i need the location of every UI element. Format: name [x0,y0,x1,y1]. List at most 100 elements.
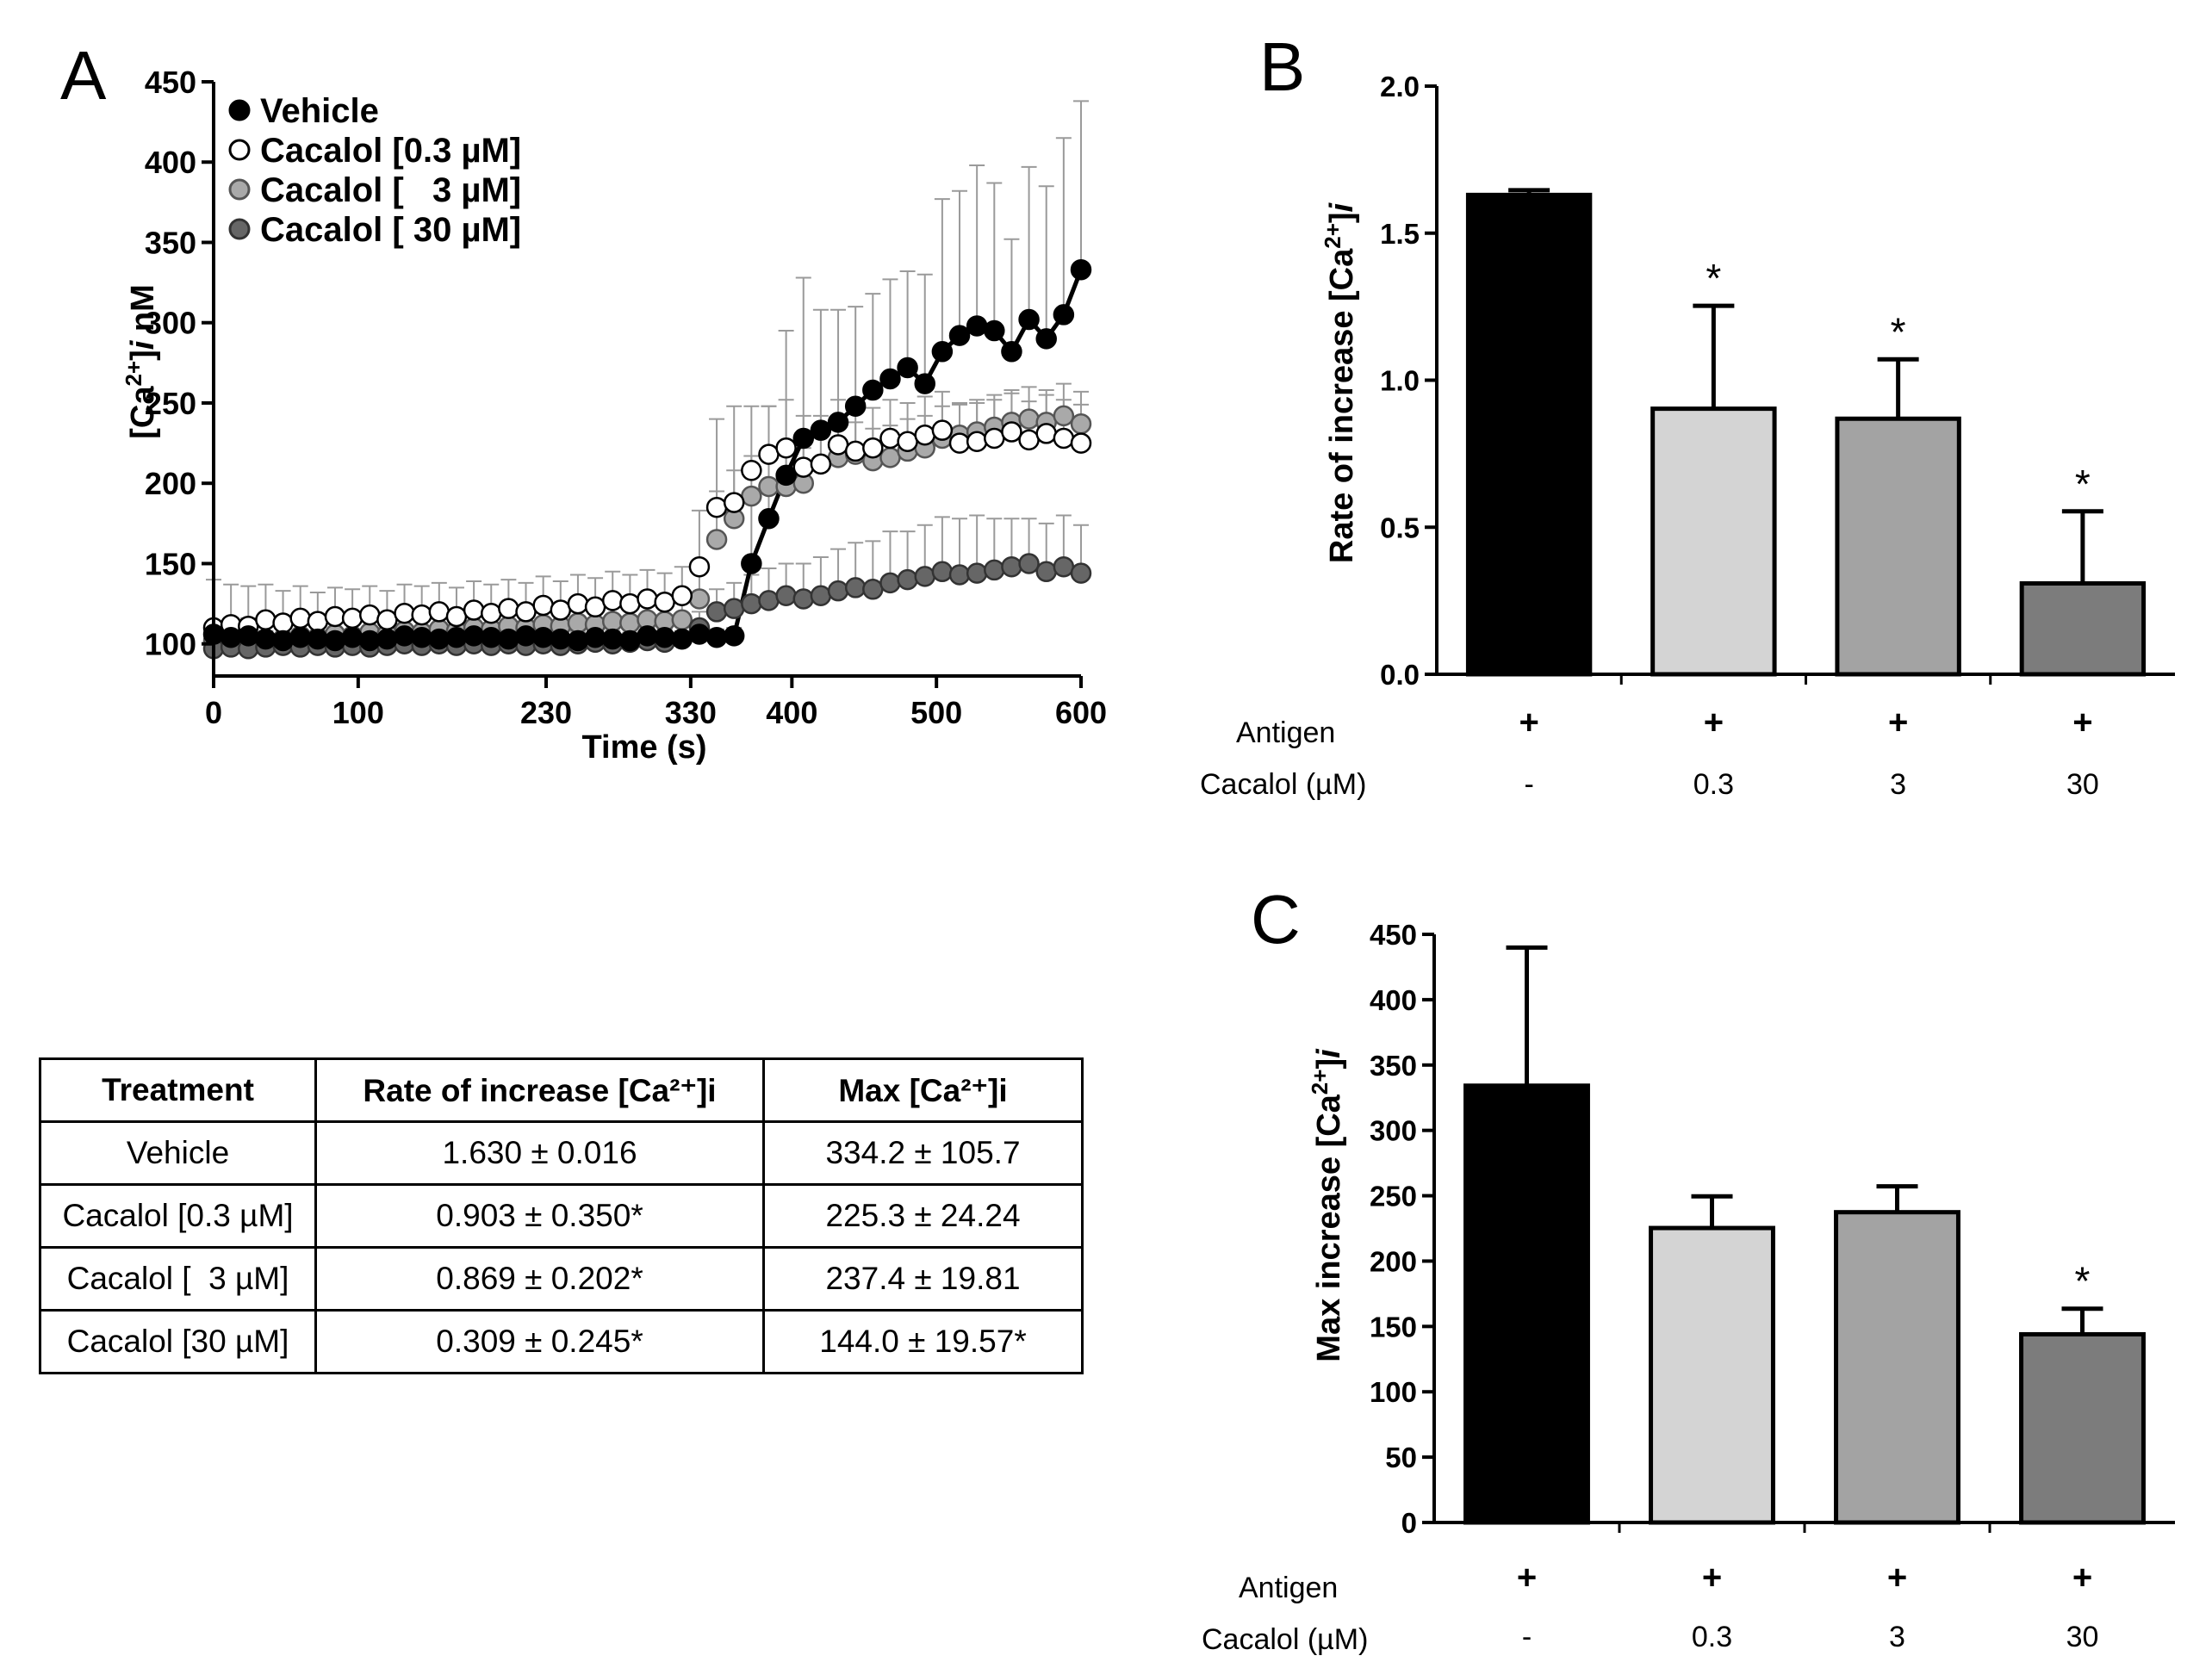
antigen-value: + [1517,1559,1537,1597]
chart-a-point [1053,555,1075,578]
chart-b: * * * 0.0 0.5 1.0 1.5 2.0 Rate of increase [Ca… [1200,71,2175,801]
chart-a-point [584,626,606,648]
chart-a-point [619,612,641,634]
bar-y-tick-label: 2.0 [1380,71,1420,102]
chart-a-point [272,629,294,652]
chart-a-point [341,607,363,629]
cacalol-value: - [1524,768,1533,801]
chart-a-point [844,577,867,598]
bar-y-tick-label: 200 [1370,1245,1417,1277]
chart-a-point [463,599,485,621]
chart-a-point [1001,341,1022,363]
chart-a-point [307,611,329,632]
table-cell: Cacalol [ 3 µM] [39,1246,317,1312]
chart-a-point [1035,561,1057,583]
table-header-rate: Rate of increase [Ca²⁺]i [314,1057,765,1123]
chart-a-point [480,603,502,624]
chart-c: * 0 50 100 150 200 250 300 350 400 450 Max increa… [1202,919,2175,1656]
chart-a-x-label: Time (s) [581,729,706,766]
significance-star: * [1706,256,1721,301]
chart-a-point [723,598,745,619]
chart-a-point [810,453,832,475]
chart-a-point [515,601,537,623]
bar-y-tick-label: 450 [1370,919,1417,951]
chart-a-point [255,628,276,650]
chart-a-point [428,628,450,650]
chart-a-point [428,601,450,623]
antigen-value: + [1519,704,1538,741]
cacalol-value: 3 [1889,1621,1905,1653]
chart-a-point [827,434,849,456]
chart-a-point [931,419,954,441]
table-header-max: Max [Ca²⁺]i [762,1057,1084,1123]
chart-a-point [584,596,606,618]
chart-a-point [637,625,658,647]
cacalol-value: 30 [2066,768,2099,801]
chart-a-point [671,609,693,630]
chart-a-point [705,529,728,550]
cacalol-value: 30 [2066,1621,2099,1653]
bar-y-tick-label: 250 [1370,1181,1417,1212]
chart-a-point [688,588,711,610]
chart-c-row-antigen-label: Antigen [1239,1572,1338,1604]
bar [1650,406,1777,677]
chart-a-y-tick-label: 150 [145,546,196,581]
chart-a-point [411,604,432,626]
chart-a-point [289,626,311,648]
chart-c-row-values: + - +0.3 +3 +30 [1517,1559,2099,1653]
chart-a-point [324,605,346,628]
antigen-value: + [1702,1559,1722,1597]
cacalol-value: 3 [1890,768,1906,801]
antigen-value: + [1888,704,1908,741]
chart-b-y-label: Rate of increase [Ca2+]i [1320,202,1360,563]
chart-a-point [792,427,815,450]
chart-a: 100 150 200 250 300 350 400 450 0 100 230 330 400 500… [121,65,1107,766]
chart-a-y-tick-label: 300 [145,306,196,341]
chart-a-point [775,464,797,487]
table-row: Cacalol [0.3 µM] 0.903 ± 0.350* 225.3 ± … [39,1183,1084,1249]
chart-a-point [498,628,519,650]
chart-a-point [1035,328,1057,350]
significance-star: * [2075,462,2091,506]
chart-a-point [601,590,624,611]
legend-entry-cacalol-0-3: Cacalol [0.3 µM] [260,132,521,170]
table-header-treatment: Treatment [39,1057,317,1123]
table-cell: 144.0 ± 19.57* [762,1309,1084,1374]
chart-a-point [914,373,935,394]
bar-y-tick-label: 350 [1370,1050,1417,1082]
chart-a-point [879,427,901,450]
chart-a-point [671,585,693,607]
legend-marker-vehicle [228,99,251,121]
bar [1649,1225,1775,1525]
chart-a-point [931,561,954,583]
legend-entry-cacalol-30: Cacalol [ 30 µM] [260,211,521,249]
table-header-row: Treatment Rate of increase [Ca²⁺]i Max [… [39,1057,1084,1123]
chart-a-point [741,460,762,481]
table-row: Vehicle 1.630 ± 0.016 334.2 ± 105.7 [39,1120,1084,1186]
chart-a-point [1070,412,1092,435]
bar [2019,580,2147,677]
chart-a-point [741,553,762,574]
chart-a-x-tick-label: 230 [520,695,572,730]
antigen-value: + [2072,704,2092,741]
table-row: Cacalol [30 µM] 0.309 ± 0.245* 144.0 ± 1… [39,1309,1084,1374]
chart-a-point [376,609,398,630]
chart-a-x-tick-label: 330 [665,695,717,730]
chart-a-point [1035,423,1057,444]
chart-a-point [758,590,780,611]
chart-a-point [1070,258,1092,281]
chart-a-point [862,379,884,401]
chart-a-point [844,440,867,462]
chart-a-point [879,572,901,594]
bar-y-tick-label: 100 [1370,1376,1417,1408]
table-cell: 237.4 ± 19.81 [762,1246,1084,1312]
antigen-value: + [2072,1559,2092,1597]
table-cell: 0.309 ± 0.245* [314,1309,765,1374]
bar-y-tick-label: 0.5 [1380,512,1420,543]
chart-a-y-tick-label: 400 [145,145,196,180]
chart-a-point [550,628,572,650]
bar-y-tick-label: 1.0 [1380,365,1420,397]
chart-a-point [619,629,641,652]
antigen-value: + [1704,704,1724,741]
